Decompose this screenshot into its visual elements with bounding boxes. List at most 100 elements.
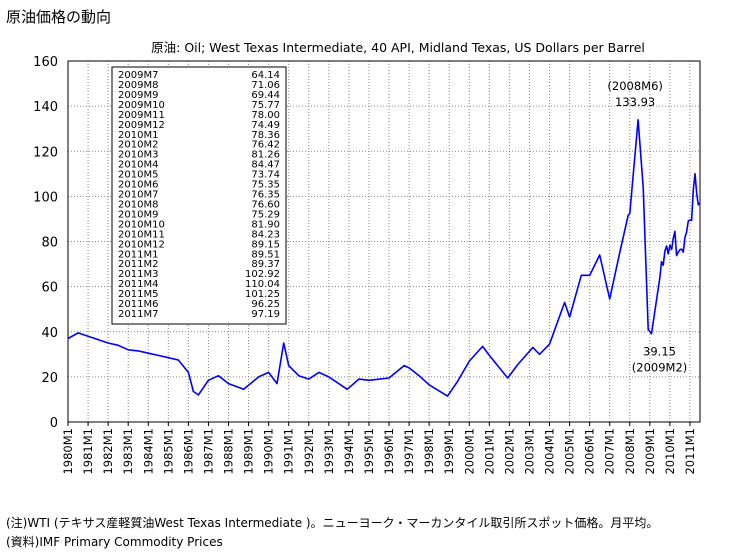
data-table-value: 84.23: [251, 229, 280, 240]
x-tick-label: 1988M1: [222, 428, 236, 475]
data-table-period: 2011M7: [118, 309, 158, 320]
x-tick-label: 1996M1: [382, 428, 396, 475]
data-table-period: 2009M8: [118, 80, 158, 91]
x-tick-label: 1984M1: [141, 428, 155, 475]
data-table-value: 89.37: [251, 259, 280, 270]
y-tick-label: 20: [41, 371, 58, 386]
x-tick-label: 2001M1: [482, 428, 496, 475]
data-table-period: 2010M1: [118, 130, 158, 141]
chart-title: 原油: Oil; West Texas Intermediate, 40 API…: [151, 40, 645, 55]
data-table-period: 2010M5: [118, 170, 158, 181]
data-table-value: 75.77: [251, 100, 280, 111]
oil-price-chart: 原油: Oil; West Texas Intermediate, 40 API…: [33, 40, 701, 475]
data-table-period: 2010M6: [118, 180, 158, 191]
x-tick-label: 2006M1: [583, 428, 597, 475]
x-tick-label: 2010M1: [663, 428, 677, 475]
x-tick-label: 1982M1: [101, 428, 115, 475]
data-table-value: 89.51: [251, 249, 280, 260]
data-table-period: 2010M11: [118, 229, 165, 240]
data-table-value: 76.42: [251, 140, 280, 151]
data-table-value: 110.04: [245, 279, 280, 290]
footnote: (注)WTI (テキサス産軽質油West Texas Intermediate …: [6, 516, 659, 530]
y-tick-label: 160: [33, 55, 58, 70]
x-tick-label: 2003M1: [522, 428, 536, 475]
y-tick-label: 140: [33, 100, 58, 115]
data-table-value: 96.25: [251, 299, 280, 310]
x-tick-label: 2002M1: [502, 428, 516, 475]
x-tick-label: 1999M1: [442, 428, 456, 475]
data-table-period: 2011M5: [118, 289, 158, 300]
x-tick-label: 1991M1: [282, 428, 296, 475]
data-table-period: 2010M3: [118, 150, 158, 161]
data-table-value: 64.14: [251, 70, 280, 81]
x-tick-label: 1986M1: [181, 428, 195, 475]
x-tick-label: 1985M1: [161, 428, 175, 475]
data-table-period: 2010M4: [118, 160, 158, 171]
y-tick-label: 0: [50, 416, 58, 431]
data-table-value: 75.29: [251, 209, 280, 220]
source-note: (資料)IMF Primary Commodity Prices: [6, 535, 223, 549]
data-table-period: 2010M9: [118, 209, 158, 220]
x-tick-label: 2008M1: [623, 428, 637, 475]
data-table-period: 2009M7: [118, 70, 158, 81]
data-table-period: 2010M12: [118, 239, 165, 250]
x-tick-label: 1997M1: [402, 428, 416, 475]
y-tick-label: 60: [41, 281, 58, 296]
data-table-period: 2009M11: [118, 110, 165, 121]
data-table-value: 81.90: [251, 219, 280, 230]
annotation-trough-date: (2009M2): [632, 361, 687, 375]
data-table: [111, 66, 287, 325]
data-table-value: 102.92: [245, 269, 280, 280]
data-table-period: 2011M1: [118, 249, 158, 260]
x-tick-label: 1987M1: [201, 428, 215, 475]
x-tick-label: 2007M1: [603, 428, 617, 475]
x-tick-label: 1992M1: [302, 428, 316, 475]
annotation-peak-value: 133.93: [615, 95, 655, 109]
x-tick-label: 1990M1: [262, 428, 276, 475]
x-tick-label: 2004M1: [543, 428, 557, 475]
data-table-value: 74.49: [251, 120, 280, 131]
x-tick-label: 1994M1: [342, 428, 356, 475]
x-tick-label: 1983M1: [121, 428, 135, 475]
data-table-value: 78.00: [251, 110, 280, 121]
data-table-value: 84.47: [251, 160, 280, 171]
x-tick-label: 2009M1: [643, 428, 657, 475]
data-table-value: 69.44: [251, 90, 280, 101]
x-tick-label: 2000M1: [462, 428, 476, 475]
data-table-value: 81.26: [251, 150, 280, 161]
x-tick-label: 1995M1: [362, 428, 376, 475]
x-tick-label: 2005M1: [563, 428, 577, 475]
data-table-period: 2009M10: [118, 100, 165, 111]
data-table-period: 2009M9: [118, 90, 158, 101]
data-table-period: 2010M10: [118, 219, 165, 230]
data-table-period: 2011M2: [118, 259, 158, 270]
data-table-period: 2010M2: [118, 140, 158, 151]
x-tick-label: 1981M1: [81, 428, 95, 475]
y-tick-label: 100: [33, 190, 58, 205]
annotation-trough-value: 39.15: [643, 345, 676, 359]
data-table-value: 73.74: [251, 170, 280, 181]
data-table-period: 2011M3: [118, 269, 158, 280]
data-table-value: 89.15: [251, 239, 280, 250]
x-tick-label: 2011M1: [683, 428, 697, 475]
series-line: [67, 119, 701, 397]
data-table-value: 76.35: [251, 190, 280, 201]
data-table-value: 78.36: [251, 130, 280, 141]
annotation-peak-date: (2008M6): [607, 79, 662, 93]
data-table-value: 97.19: [251, 309, 280, 320]
y-tick-label: 80: [41, 236, 58, 251]
data-table-period: 2011M4: [118, 279, 158, 290]
data-table-value: 71.06: [251, 80, 280, 91]
x-tick-label: 1993M1: [322, 428, 336, 475]
x-tick-label: 1980M1: [61, 428, 75, 475]
data-table-value: 101.25: [245, 289, 280, 300]
plot-area: [67, 60, 701, 423]
page-title: 原油価格の動向: [6, 8, 112, 26]
data-table-value: 75.35: [251, 180, 280, 191]
data-table-period: 2010M8: [118, 199, 158, 210]
x-tick-label: 1989M1: [242, 428, 256, 475]
data-table-period: 2011M6: [118, 299, 158, 310]
data-table-period: 2010M7: [118, 190, 158, 201]
y-tick-label: 120: [33, 145, 58, 160]
data-table-period: 2009M12: [118, 120, 165, 131]
